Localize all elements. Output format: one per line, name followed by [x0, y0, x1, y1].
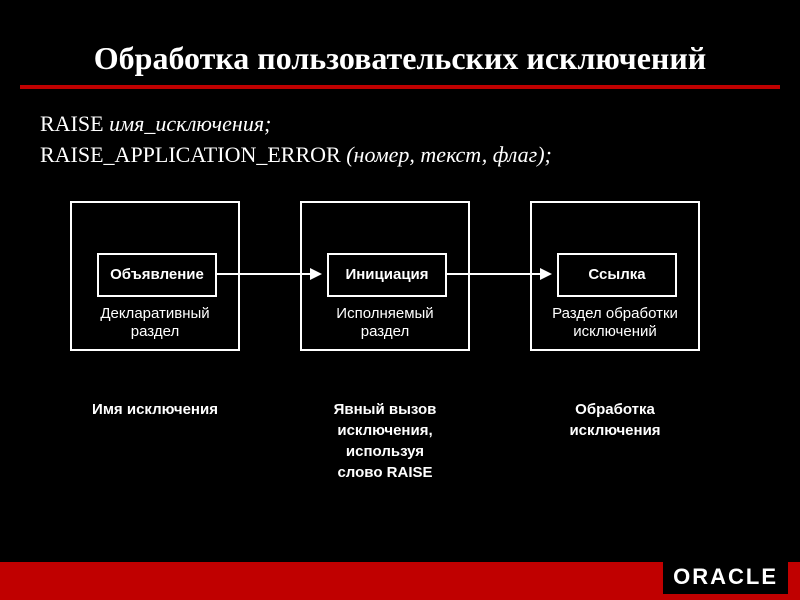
captions-row: Имя исключения Явный вызовисключения,исп… [0, 399, 800, 499]
oracle-logo: ORACLE [663, 560, 788, 594]
exception-section-box: Ссылка Раздел обработкиисключений [530, 201, 700, 351]
raise-arg: имя_исключения; [109, 111, 271, 136]
initiate-inner-box: Инициация [327, 253, 447, 297]
caption-exception-name: Имя исключения [55, 399, 255, 420]
flow-diagram: Объявление Декларативныйраздел Инициация… [0, 201, 800, 381]
exception-label: Раздел обработкиисключений [532, 305, 698, 341]
title-underline [20, 85, 780, 89]
raise-app-error-args: (номер, текст, флаг); [346, 142, 552, 167]
slide-title: Обработка пользовательских исключений [0, 0, 800, 85]
executable-label: Исполняемыйраздел [302, 305, 468, 341]
reference-inner-box: Ссылка [557, 253, 677, 297]
code-line-2: RAISE_APPLICATION_ERROR (номер, текст, ф… [40, 140, 800, 171]
declare-inner-box: Объявление [97, 253, 217, 297]
code-block: RAISE имя_исключения; RAISE_APPLICATION_… [0, 109, 800, 171]
footer-bar: ORACLE [0, 562, 800, 600]
declarative-section-box: Объявление Декларативныйраздел [70, 201, 240, 351]
executable-section-box: Инициация Исполняемыйраздел [300, 201, 470, 351]
raise-app-error-keyword: RAISE_APPLICATION_ERROR [40, 142, 346, 167]
caption-explicit-raise: Явный вызовисключения,используяслово RAI… [285, 399, 485, 483]
caption-handling: Обработкаисключения [515, 399, 715, 441]
code-line-1: RAISE имя_исключения; [40, 109, 800, 140]
declarative-label: Декларативныйраздел [72, 305, 238, 341]
raise-keyword: RAISE [40, 111, 109, 136]
